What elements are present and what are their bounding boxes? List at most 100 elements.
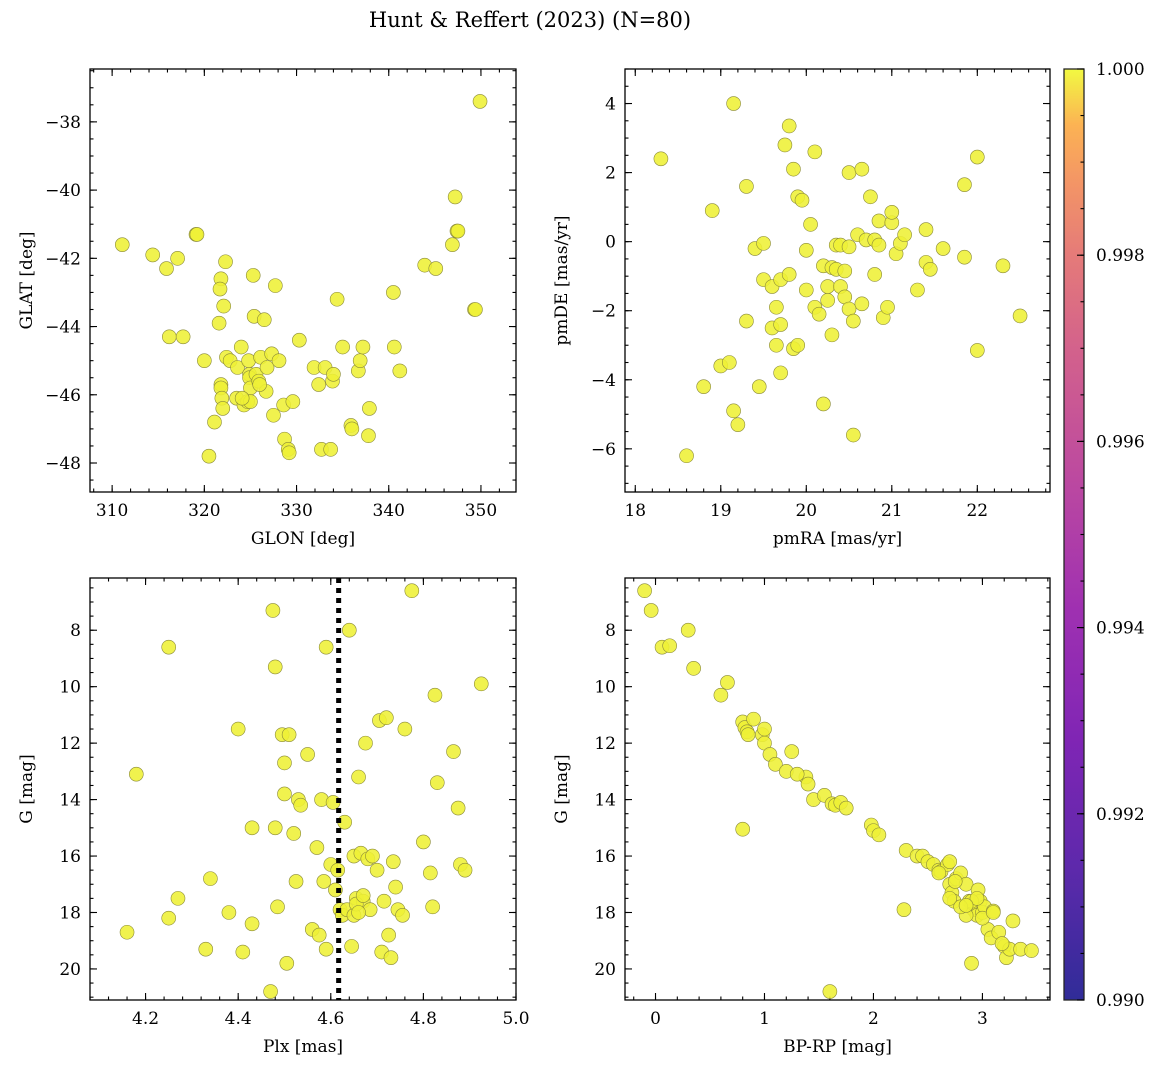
- data-point: [256, 312, 272, 328]
- data-point: [789, 766, 805, 782]
- x-axis-label: Plx [mas]: [263, 1037, 343, 1057]
- x-tick-label: 1: [759, 1009, 770, 1029]
- data-point: [292, 332, 307, 348]
- data-point: [846, 313, 861, 329]
- data-point: [798, 282, 814, 298]
- data-point: [386, 285, 401, 300]
- data-point: [696, 379, 711, 394]
- data-point: [704, 203, 720, 218]
- data-point: [662, 638, 677, 654]
- data-point: [994, 936, 1010, 951]
- data-point: [871, 237, 887, 253]
- data-point: [837, 263, 853, 279]
- data-point: [986, 905, 1001, 920]
- data-point: [922, 261, 938, 277]
- y-tick-label: 18: [59, 903, 81, 923]
- x-axis-label: BP-RP [mag]: [783, 1037, 892, 1057]
- data-point: [344, 939, 359, 954]
- data-point: [942, 891, 958, 906]
- data-point: [790, 337, 806, 353]
- data-point: [279, 956, 295, 971]
- data-point: [277, 786, 292, 802]
- data-point: [427, 687, 443, 703]
- data-point: [189, 227, 205, 242]
- data-point: [244, 916, 260, 932]
- colorbar: 1.000 0.998 0.996 0.994 0.992 0.990: [1063, 60, 1145, 1011]
- data-point: [161, 639, 177, 655]
- x-axis-label: pmRA [mas/yr]: [773, 529, 902, 549]
- y-tick-label: 14: [594, 791, 616, 811]
- data-point: [358, 735, 373, 751]
- data-point: [429, 775, 445, 790]
- data-point: [811, 306, 827, 322]
- data-point: [335, 339, 350, 355]
- data-point: [286, 826, 302, 841]
- data-point: [423, 865, 438, 881]
- y-axis-label: pmDE [mas/yr]: [552, 215, 572, 345]
- data-point: [428, 261, 444, 276]
- y-tick-label: 10: [59, 678, 81, 698]
- data-point: [161, 329, 177, 345]
- data-point: [129, 766, 144, 782]
- data-point: [197, 353, 212, 368]
- data-point: [351, 905, 366, 920]
- data-point: [773, 317, 788, 332]
- data-point: [884, 205, 900, 220]
- axes-frame: [624, 68, 1051, 493]
- data-point: [318, 941, 334, 957]
- data-point: [383, 950, 399, 965]
- data-point: [381, 927, 396, 943]
- y-tick-label: 2: [605, 164, 616, 184]
- data-point: [267, 820, 283, 836]
- data-point: [170, 891, 186, 906]
- data-point: [446, 744, 461, 759]
- y-tick-label: −44: [45, 318, 81, 338]
- data-point: [1024, 943, 1039, 958]
- data-point: [293, 797, 308, 813]
- data-point: [720, 675, 735, 690]
- colorbar-tick-label: 0.994: [1096, 619, 1145, 639]
- data-point: [824, 327, 840, 343]
- panel-glon-glat: 310 320 330 340 350 −38 −40 −42 −44 −46 −48 GLON [d…: [17, 68, 517, 549]
- data-point: [757, 721, 772, 737]
- data-point: [203, 871, 218, 886]
- data-point: [769, 337, 784, 353]
- x-tick-label: 2: [868, 1009, 879, 1029]
- data-point: [175, 329, 191, 345]
- data-point: [786, 161, 801, 177]
- y-tick-label: 14: [59, 791, 81, 811]
- data-point: [416, 834, 431, 850]
- data-point: [311, 927, 327, 943]
- data-point: [215, 401, 231, 416]
- data-point: [957, 249, 972, 265]
- data-point: [798, 242, 814, 258]
- y-tick-label: 0: [605, 233, 616, 253]
- data-point: [397, 721, 413, 737]
- data-point: [235, 944, 251, 960]
- y-tick-label: −6: [591, 440, 616, 460]
- data-point: [947, 874, 963, 889]
- axes-frame: [89, 68, 517, 493]
- data-point: [871, 213, 887, 229]
- data-point: [918, 222, 934, 237]
- y-tick-label: 18: [594, 903, 616, 923]
- y-tick-label: 12: [594, 734, 616, 754]
- x-tick-label: 5.0: [502, 1009, 529, 1029]
- data-point: [910, 282, 925, 298]
- y-axis-label: G [mag]: [552, 754, 572, 823]
- x-tick-label: 320: [188, 501, 220, 521]
- data-point: [854, 296, 870, 312]
- x-tick-label: 350: [465, 501, 497, 521]
- data-point: [777, 137, 793, 153]
- data-point: [841, 165, 857, 180]
- data-point: [161, 910, 177, 926]
- data-point: [362, 401, 377, 416]
- y-tick-label: −38: [45, 113, 81, 133]
- x-tick-label: 310: [96, 501, 128, 521]
- data-point: [897, 227, 912, 243]
- data-point: [288, 874, 304, 889]
- x-tick-label: 4.6: [317, 1009, 344, 1029]
- data-point: [311, 377, 326, 392]
- y-tick-label: 4: [605, 95, 616, 115]
